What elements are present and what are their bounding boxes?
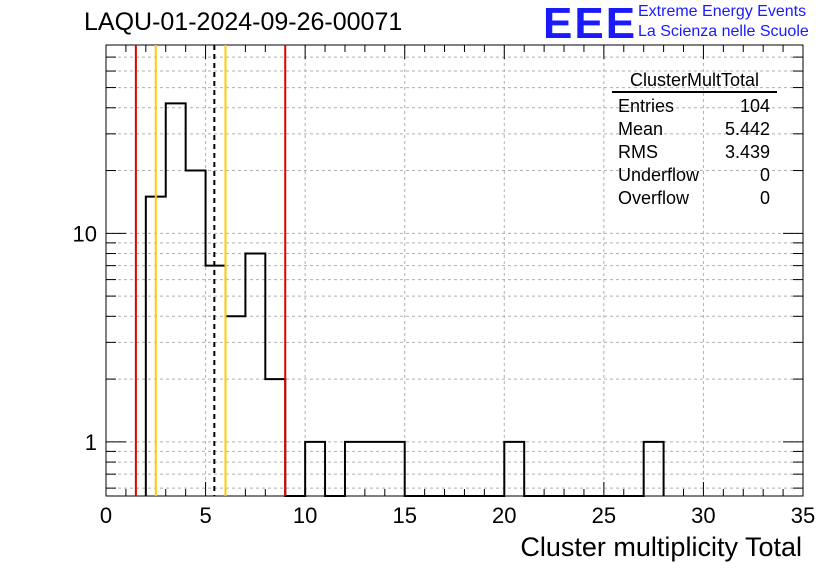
chart-title: LAQU-01-2024-09-26-00071 <box>84 8 403 36</box>
histogram-bin <box>186 171 206 496</box>
histogram-bin <box>365 442 385 496</box>
x-tick-label: 15 <box>392 503 416 528</box>
stats-value: 0 <box>759 188 770 208</box>
x-tick-label: 25 <box>592 503 616 528</box>
stats-label: Overflow <box>618 188 690 208</box>
stats-label: RMS <box>618 142 658 162</box>
x-tick-label: 35 <box>791 503 815 528</box>
logo-line-1: Extreme Energy Events <box>638 3 807 20</box>
x-tick-label: 10 <box>293 503 317 528</box>
histogram-bin <box>265 379 285 496</box>
histogram-bin <box>206 266 226 496</box>
stats-value: 3.439 <box>724 142 770 162</box>
stats-row-overflow: Overflow 0 <box>612 187 777 210</box>
stats-value: 5.442 <box>724 119 770 139</box>
logo-line-2: La Scienza nelle Scuole <box>638 23 809 40</box>
eee-logo: EEE <box>543 0 638 48</box>
stats-row-rms: RMS 3.439 <box>612 141 777 164</box>
y-tick-label: 1 <box>85 430 97 455</box>
stats-label: Entries <box>618 96 675 116</box>
stats-name: ClusterMultTotal <box>612 70 777 93</box>
stats-value: 104 <box>739 96 770 116</box>
x-tick-label: 30 <box>691 503 715 528</box>
stats-row-underflow: Underflow 0 <box>612 164 777 187</box>
histogram-bin <box>245 254 265 496</box>
stats-box: ClusterMultTotal Entries 104 Mean 5.442 … <box>612 70 777 210</box>
x-axis-label: Cluster multiplicity Total <box>520 532 802 562</box>
stats-label: Mean <box>618 119 664 139</box>
x-tick-label: 0 <box>100 503 112 528</box>
histogram-bin <box>166 103 186 496</box>
x-tick-label: 5 <box>199 503 211 528</box>
histogram-bin <box>225 316 245 496</box>
y-tick-label: 10 <box>73 221 97 246</box>
stats-value: 0 <box>759 165 770 185</box>
histogram-outline <box>144 102 665 497</box>
stats-label: Underflow <box>618 165 700 185</box>
stats-row-entries: Entries 104 <box>612 95 777 118</box>
x-tick-label: 20 <box>492 503 516 528</box>
stats-row-mean: Mean 5.442 <box>612 118 777 141</box>
